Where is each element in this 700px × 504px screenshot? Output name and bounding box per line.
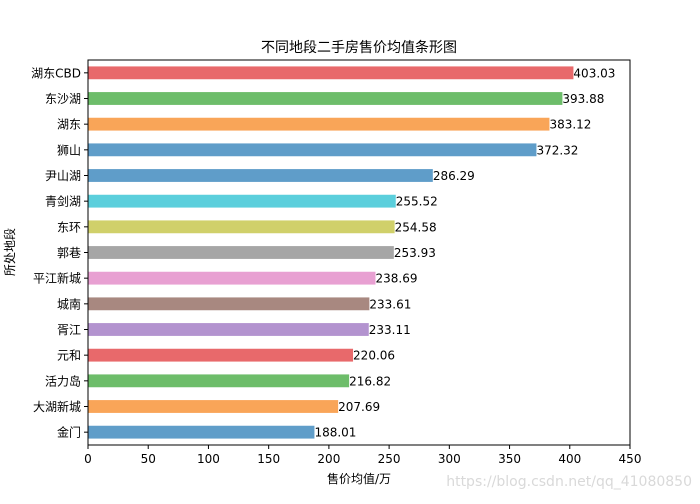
x-tick-label: 300	[438, 452, 461, 466]
x-tick-label: 400	[558, 452, 581, 466]
x-axis-label: 售价均值/万	[327, 471, 391, 486]
bar	[88, 66, 574, 80]
bar	[88, 297, 370, 311]
data-label: 216.82	[349, 374, 391, 388]
bar	[88, 246, 394, 259]
y-tick-label: 平江新城	[33, 271, 81, 286]
x-tick-label: 200	[317, 452, 340, 466]
bar	[88, 348, 354, 362]
data-label: 253.93	[394, 246, 436, 260]
y-tick-label: 胥江	[57, 323, 81, 337]
data-label: 372.32	[536, 143, 578, 157]
data-label: 254.58	[395, 220, 437, 234]
y-tick-label: 湖东	[57, 117, 81, 132]
y-tick-label: 元和	[57, 349, 81, 363]
y-tick-label: 活力岛	[45, 373, 81, 388]
x-tick-label: 150	[257, 452, 280, 466]
data-label: 286.29	[433, 169, 475, 183]
data-label: 403.03	[573, 66, 615, 80]
bar	[88, 400, 339, 413]
data-label: 383.12	[549, 118, 591, 132]
y-axis-label: 所处地段	[2, 228, 17, 276]
y-tick-label: 东环	[57, 220, 81, 234]
y-tick-label: 尹山湖	[45, 168, 81, 183]
x-tick-label: 100	[197, 452, 220, 466]
bar	[88, 92, 563, 105]
bar	[88, 425, 315, 439]
bar	[88, 323, 369, 336]
bar	[88, 143, 537, 157]
bar	[88, 374, 350, 388]
x-tick-label: 450	[619, 452, 642, 466]
x-tick-label: 50	[141, 452, 156, 466]
x-tick-label: 250	[378, 452, 401, 466]
chart-title: 不同地段二手房售价均值条形图	[261, 39, 457, 56]
bar	[88, 271, 376, 285]
x-tick-label: 0	[84, 452, 92, 466]
x-tick-label: 350	[498, 452, 521, 466]
data-label: 238.69	[375, 272, 417, 286]
y-tick-label: 青剑湖	[45, 194, 81, 209]
data-label: 188.01	[314, 426, 356, 440]
y-tick-label: 大湖新城	[33, 399, 81, 414]
data-label: 255.52	[396, 195, 438, 209]
bar	[88, 220, 395, 234]
data-label: 207.69	[338, 400, 380, 414]
data-label: 220.06	[353, 349, 395, 363]
data-label: 233.61	[369, 297, 411, 311]
y-tick-label: 狮山	[57, 143, 81, 157]
y-tick-label: 湖东CBD	[31, 65, 81, 80]
bar	[88, 194, 396, 208]
y-tick-label: 东沙湖	[45, 91, 81, 106]
watermark-text: https://blog.csdn.net/qq_41080850	[446, 474, 692, 490]
data-label: 233.11	[369, 323, 411, 337]
bar	[88, 169, 433, 182]
y-tick-label: 城南	[57, 296, 81, 311]
plot-frame	[87, 59, 631, 446]
data-label: 393.88	[562, 92, 604, 106]
y-tick-label: 郭巷	[57, 246, 81, 260]
bar	[88, 117, 550, 131]
y-tick-label: 金门	[57, 425, 81, 440]
